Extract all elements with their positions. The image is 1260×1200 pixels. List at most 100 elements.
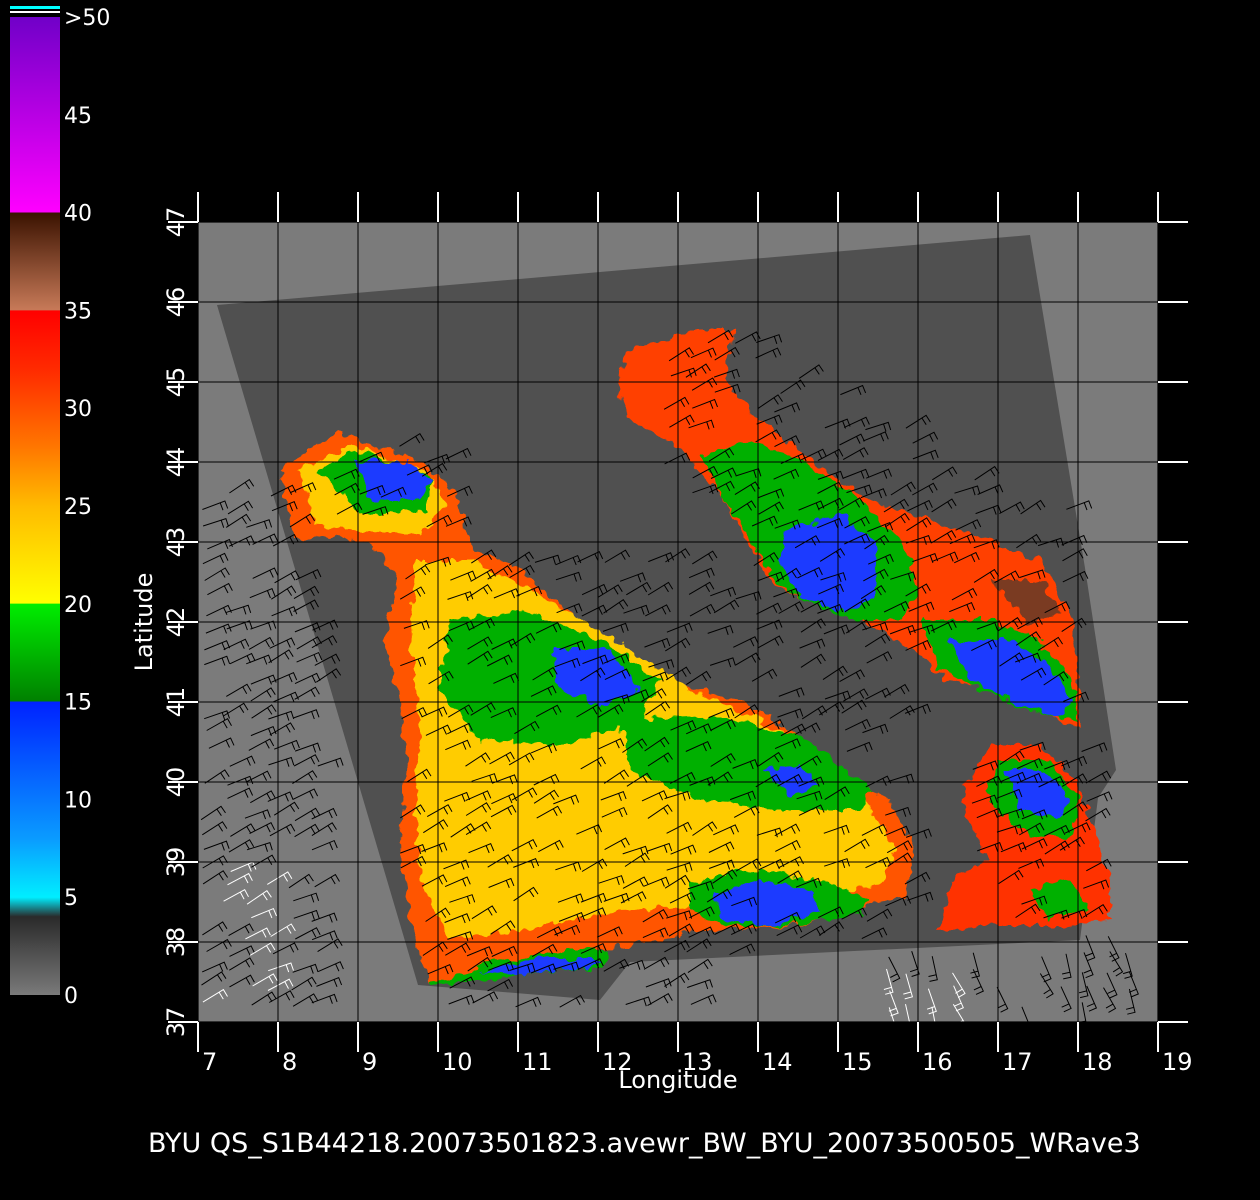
- wind-barb: [905, 583, 931, 597]
- wind-barb: [735, 652, 761, 666]
- wind-barb: [602, 622, 629, 633]
- wind-barb: [712, 869, 738, 884]
- wind-barb: [317, 961, 344, 973]
- wind-barb: [977, 841, 1003, 852]
- wind-barb: [884, 825, 910, 837]
- wind-barb: [269, 823, 296, 837]
- wind-barb: [597, 584, 623, 598]
- wind-barb: [644, 637, 671, 648]
- x-tick-label: 16: [922, 1048, 953, 1076]
- wind-barb: [838, 497, 865, 511]
- wind-barb: [731, 896, 758, 907]
- wind-barb: [1061, 908, 1088, 919]
- wind-barb: [622, 876, 649, 889]
- wind-barb: [359, 484, 386, 496]
- x-axis-title: Longitude: [618, 1066, 737, 1094]
- wind-barb: [267, 791, 294, 802]
- wind-barb: [508, 551, 534, 566]
- wind-barb: [912, 552, 939, 563]
- wind-barb: [271, 501, 298, 512]
- wind-barb: [1016, 757, 1043, 769]
- wind-barb: [664, 452, 691, 465]
- wind-barb: [289, 513, 316, 528]
- wind-barb: [976, 807, 1003, 819]
- wind-barb: [665, 548, 691, 563]
- wind-barb: [905, 414, 931, 429]
- wind-barb: [1020, 667, 1047, 681]
- wind-barb: [491, 638, 518, 650]
- wind-barb: [841, 907, 868, 920]
- wind-barb: [444, 913, 471, 924]
- wind-barb: [316, 976, 343, 987]
- wind-barb: [598, 738, 625, 750]
- wind-barb: [1086, 985, 1098, 1012]
- wind-barb: [692, 465, 719, 479]
- wind-barb: [753, 552, 779, 567]
- wind-barb: [246, 654, 272, 665]
- wind-barb: [471, 549, 497, 564]
- wind-barb: [553, 794, 580, 805]
- wind-barb: [491, 945, 518, 957]
- wind-barb: [774, 911, 801, 924]
- wind-barb: [511, 839, 538, 852]
- wind-barb: [421, 874, 448, 887]
- wind-barb: [1021, 895, 1048, 906]
- wind-barb: [268, 710, 295, 721]
- wind-barb: [423, 819, 449, 834]
- wind-barb: [428, 670, 454, 685]
- x-tick-label: 9: [362, 1048, 377, 1076]
- wind-barb: [1086, 791, 1113, 802]
- wind-barb: [1016, 533, 1042, 549]
- wind-barb: [906, 517, 932, 532]
- wind-barb: [1086, 858, 1112, 872]
- wind-barb: [953, 985, 964, 1012]
- wind-barb: [713, 599, 740, 614]
- wind-barb: [844, 718, 871, 731]
- wind-barb: [1021, 809, 1048, 820]
- wind-barb: [250, 620, 277, 631]
- wind-barb: [905, 1003, 910, 1022]
- wind-barb: [886, 840, 913, 854]
- wind-speed-regions: [278, 330, 1110, 985]
- wind-barb: [400, 656, 427, 667]
- wind-barb: [905, 828, 932, 839]
- wind-barb: [972, 760, 999, 771]
- wind-barb: [202, 821, 228, 836]
- wind-barb: [466, 946, 493, 957]
- wind-barb: [206, 938, 232, 952]
- colorbar-label: 0: [64, 984, 78, 1009]
- wind-barb: [295, 569, 322, 581]
- wind-barb: [799, 638, 826, 649]
- wind-barb: [996, 788, 1023, 799]
- wind-barb: [796, 755, 822, 770]
- wind-barb: [973, 568, 1000, 583]
- wind-barb: [777, 870, 803, 884]
- wind-barb: [293, 754, 320, 767]
- wind-barb: [713, 368, 740, 379]
- wind-barb: [1085, 770, 1112, 784]
- wind-barb: [604, 837, 630, 851]
- wind-barb: [538, 839, 564, 853]
- wind-barb: [755, 347, 782, 359]
- wind-barb: [931, 1006, 936, 1022]
- wind-barb: [317, 938, 343, 953]
- wind-barb: [844, 598, 870, 613]
- wind-barb: [1107, 936, 1120, 962]
- x-tick-label: 12: [602, 1048, 633, 1076]
- wind-barb: [1082, 904, 1108, 918]
- wind-barb: [642, 909, 669, 923]
- wind-barb: [230, 823, 256, 837]
- wind-barb: [843, 468, 870, 479]
- wind-barb: [866, 908, 893, 922]
- region-blue-corsica: [355, 460, 430, 500]
- footer-filename: BYU QS_S1B44218.20073501823.avewr_BW_BYU…: [148, 1128, 1141, 1159]
- x-tick-label: 13: [682, 1048, 713, 1076]
- wind-barb: [777, 708, 804, 719]
- y-axis-title: Latitude: [130, 573, 158, 672]
- wind-barb: [581, 604, 608, 617]
- wind-barb: [642, 671, 669, 682]
- wind-barb: [449, 976, 476, 989]
- wind-barb: [971, 794, 998, 805]
- wind-barb: [801, 705, 828, 720]
- wind-barb: [773, 468, 800, 480]
